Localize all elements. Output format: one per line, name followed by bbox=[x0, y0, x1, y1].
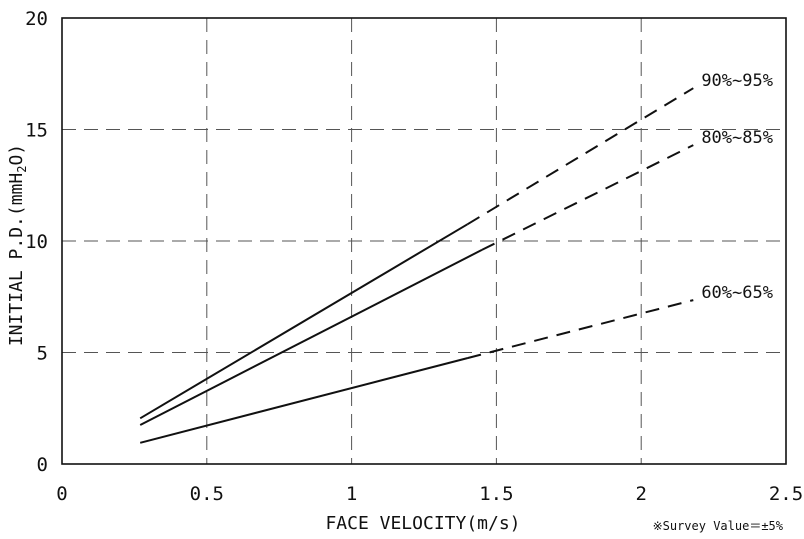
series-lines bbox=[139, 87, 694, 444]
grid-lines bbox=[62, 18, 786, 464]
plot-frame bbox=[61, 17, 787, 465]
y-tick-label: 0 bbox=[37, 454, 48, 476]
survey-note: ※Survey Value＝±5% bbox=[653, 519, 784, 533]
x-tick-label: 2.5 bbox=[769, 483, 803, 505]
x-tick-label: 2 bbox=[635, 483, 646, 505]
x-tick-label: 0.5 bbox=[190, 483, 224, 505]
y-axis-label-main: INITIAL P.D.(mmH bbox=[6, 173, 27, 346]
series-line-solid-2 bbox=[139, 357, 468, 444]
y-tick-label: 5 bbox=[37, 343, 48, 365]
y-tick-label: 10 bbox=[25, 231, 48, 253]
y-tick-label: 20 bbox=[25, 8, 48, 30]
series-line-dashed-2 bbox=[467, 299, 694, 360]
y-axis-label-sub: 2 bbox=[15, 166, 29, 173]
series-label-1: 80%~85% bbox=[701, 128, 773, 148]
series-line-solid-0 bbox=[139, 223, 468, 420]
y-axis-label-tail: O) bbox=[6, 144, 27, 166]
x-tick-label: 0 bbox=[56, 483, 67, 505]
series-line-dashed-0 bbox=[466, 87, 694, 226]
y-axis-label: INITIAL P.D.(mmH2O) bbox=[6, 144, 29, 346]
series-label-2: 60%~65% bbox=[701, 283, 773, 303]
y-tick-label: 15 bbox=[25, 120, 48, 142]
series-line-dashed-1 bbox=[481, 144, 694, 251]
x-axis-ticks: 0 0.5 1 1.5 2 2.5 bbox=[56, 483, 803, 505]
series-label-0: 90%~95% bbox=[701, 71, 773, 91]
x-axis-label: FACE VELOCITY(m/s) bbox=[325, 513, 520, 534]
x-tick-label: 1 bbox=[346, 483, 357, 505]
series-line-solid-1 bbox=[139, 249, 483, 426]
series-labels: 90%~95% 80%~85% 60%~65% bbox=[701, 71, 773, 303]
y-axis-ticks: 0 5 10 15 20 bbox=[25, 8, 48, 476]
x-tick-label: 1.5 bbox=[479, 483, 513, 505]
